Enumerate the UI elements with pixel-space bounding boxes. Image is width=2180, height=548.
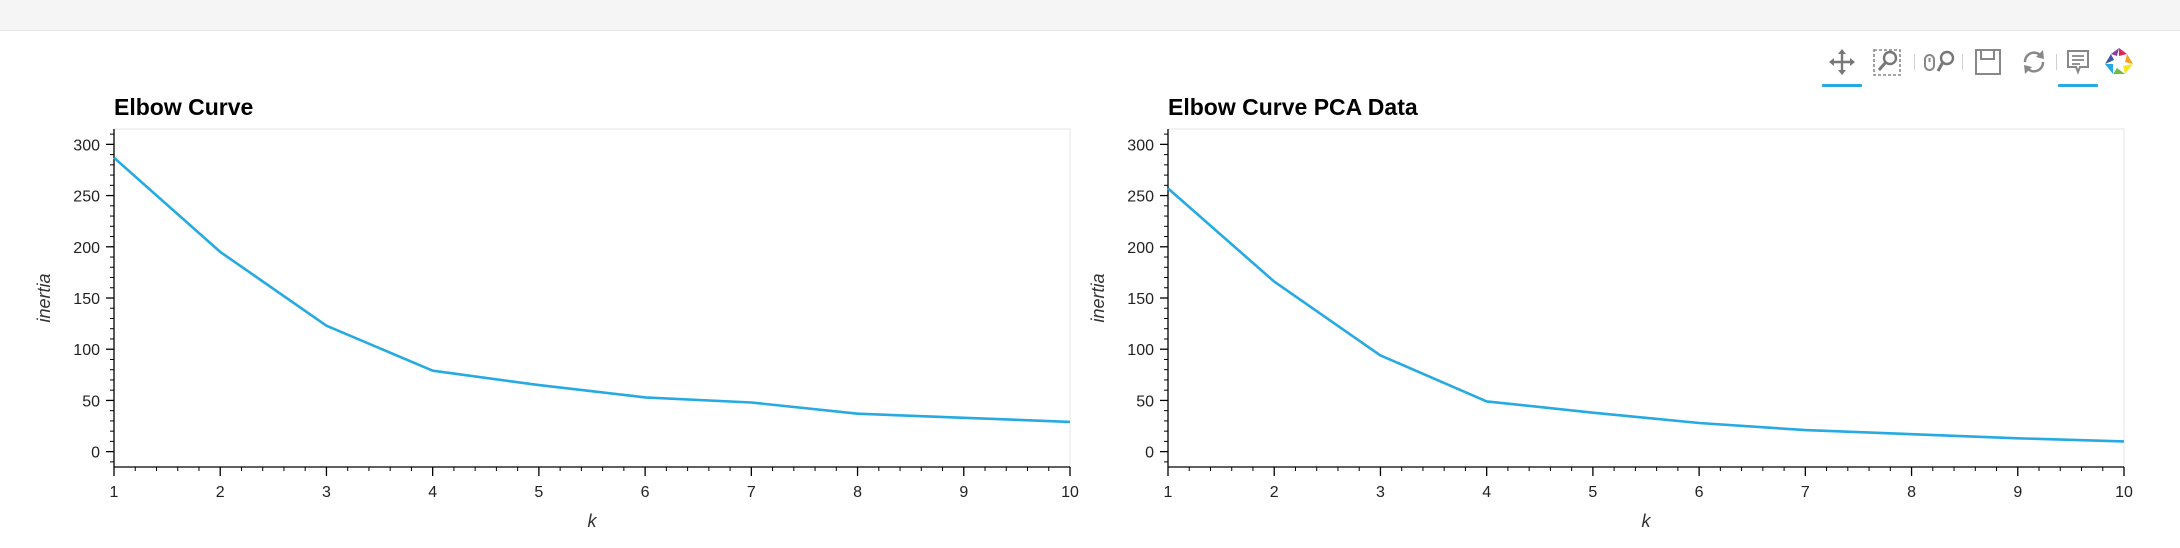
y-tick-label: 100: [73, 342, 100, 359]
data-point[interactable]: [1066, 418, 1074, 426]
y-tick-label: 200: [73, 240, 100, 257]
x-tick-label: 6: [1695, 484, 1704, 501]
y-tick-label: 250: [73, 189, 100, 206]
data-point[interactable]: [747, 398, 755, 406]
x-tick-label: 6: [641, 484, 650, 501]
top-bar: [0, 0, 2180, 31]
y-axis-label: inertia: [34, 273, 54, 322]
data-point[interactable]: [322, 322, 330, 330]
wheel-zoom-tool-button[interactable]: [1918, 40, 1962, 84]
x-tick-label: 3: [1376, 484, 1385, 501]
x-tick-label: 4: [428, 484, 437, 501]
y-tick-label: 0: [1145, 445, 1154, 462]
y-axis-label: inertia: [1088, 273, 1108, 322]
data-point[interactable]: [535, 381, 543, 389]
data-point[interactable]: [854, 410, 862, 418]
chart-title: Elbow Curve PCA Data: [1168, 94, 1418, 120]
x-tick-label: 9: [2013, 484, 2022, 501]
toolbar-separator: [1914, 54, 1915, 70]
data-point[interactable]: [1164, 184, 1172, 192]
data-point[interactable]: [110, 154, 118, 162]
x-axis-label: k: [588, 511, 598, 531]
x-tick-label: 9: [959, 484, 968, 501]
toolbar-separator: [2056, 54, 2057, 70]
x-tick-label: 3: [322, 484, 331, 501]
x-tick-label: 10: [2115, 484, 2133, 501]
reset-tool-button[interactable]: [2012, 40, 2056, 84]
data-point[interactable]: [2014, 434, 2022, 442]
x-tick-label: 4: [1482, 484, 1491, 501]
hover-icon: [2067, 50, 2089, 75]
pan-icon: [1829, 49, 1855, 75]
y-tick-label: 100: [1127, 342, 1154, 359]
hover-tool-button[interactable]: [2056, 40, 2100, 87]
plot-toolbar: [1820, 40, 2133, 87]
chart-elbow-curve-pca[interactable]: Elbow Curve PCA Data 0 50 100 150 200 250 300 1 2…: [1088, 94, 2133, 531]
series-line[interactable]: [113, 156, 1071, 424]
data-point[interactable]: [641, 393, 649, 401]
x-tick-label: 7: [747, 484, 756, 501]
x-tick-label: 8: [853, 484, 862, 501]
chart-elbow-curve[interactable]: Elbow Curve 0 50 100 150 200 250 300 1 2 3 4 5 6 7 8 9 10…: [34, 94, 1079, 531]
data-point[interactable]: [1801, 426, 1809, 434]
plot-frame: [1167, 128, 2125, 468]
x-tick-label: 10: [1061, 484, 1079, 501]
bokeh-logo-icon: [2105, 48, 2133, 74]
y-tick-label: 300: [73, 137, 100, 154]
save-icon: [1975, 49, 2001, 75]
box-zoom-tool-button[interactable]: [1866, 40, 1910, 84]
y-tick-label: 50: [82, 393, 100, 410]
toolbar-separator: [1962, 54, 1963, 70]
y-tick-label: 50: [1136, 393, 1154, 410]
chart-title: Elbow Curve: [114, 94, 253, 120]
data-point[interactable]: [1908, 430, 1916, 438]
x-tick-label: 1: [1164, 484, 1173, 501]
y-tick-label: 250: [1127, 189, 1154, 206]
pan-tool-button[interactable]: [1820, 40, 1864, 87]
x-tick-label: 8: [1907, 484, 1916, 501]
bokeh-logo-link[interactable]: [2102, 40, 2136, 84]
data-point[interactable]: [1589, 409, 1597, 417]
data-point[interactable]: [960, 414, 968, 422]
data-point[interactable]: [1270, 278, 1278, 286]
data-point[interactable]: [429, 367, 437, 375]
y-tick-label: 0: [91, 445, 100, 462]
save-tool-button[interactable]: [1966, 40, 2010, 84]
series-line[interactable]: [1167, 187, 2125, 443]
y-tick-label: 150: [1127, 291, 1154, 308]
x-tick-label: 2: [1270, 484, 1279, 501]
box-zoom-icon: [1873, 49, 1901, 76]
x-tick-label: 5: [534, 484, 543, 501]
x-tick-label: 2: [216, 484, 225, 501]
x-tick-label: 5: [1588, 484, 1597, 501]
x-tick-label: 1: [110, 484, 119, 501]
x-tick-label: 7: [1801, 484, 1810, 501]
y-tick-label: 300: [1127, 137, 1154, 154]
reset-icon: [2023, 50, 2045, 74]
data-point[interactable]: [2120, 437, 2128, 445]
data-point[interactable]: [1695, 419, 1703, 427]
wheel-zoom-icon: [1924, 50, 1955, 72]
y-tick-label: 200: [1127, 240, 1154, 257]
data-point[interactable]: [1483, 397, 1491, 405]
data-point[interactable]: [216, 248, 224, 256]
x-axis-label: k: [1642, 511, 1652, 531]
data-point[interactable]: [1376, 351, 1384, 359]
y-tick-label: 150: [73, 291, 100, 308]
